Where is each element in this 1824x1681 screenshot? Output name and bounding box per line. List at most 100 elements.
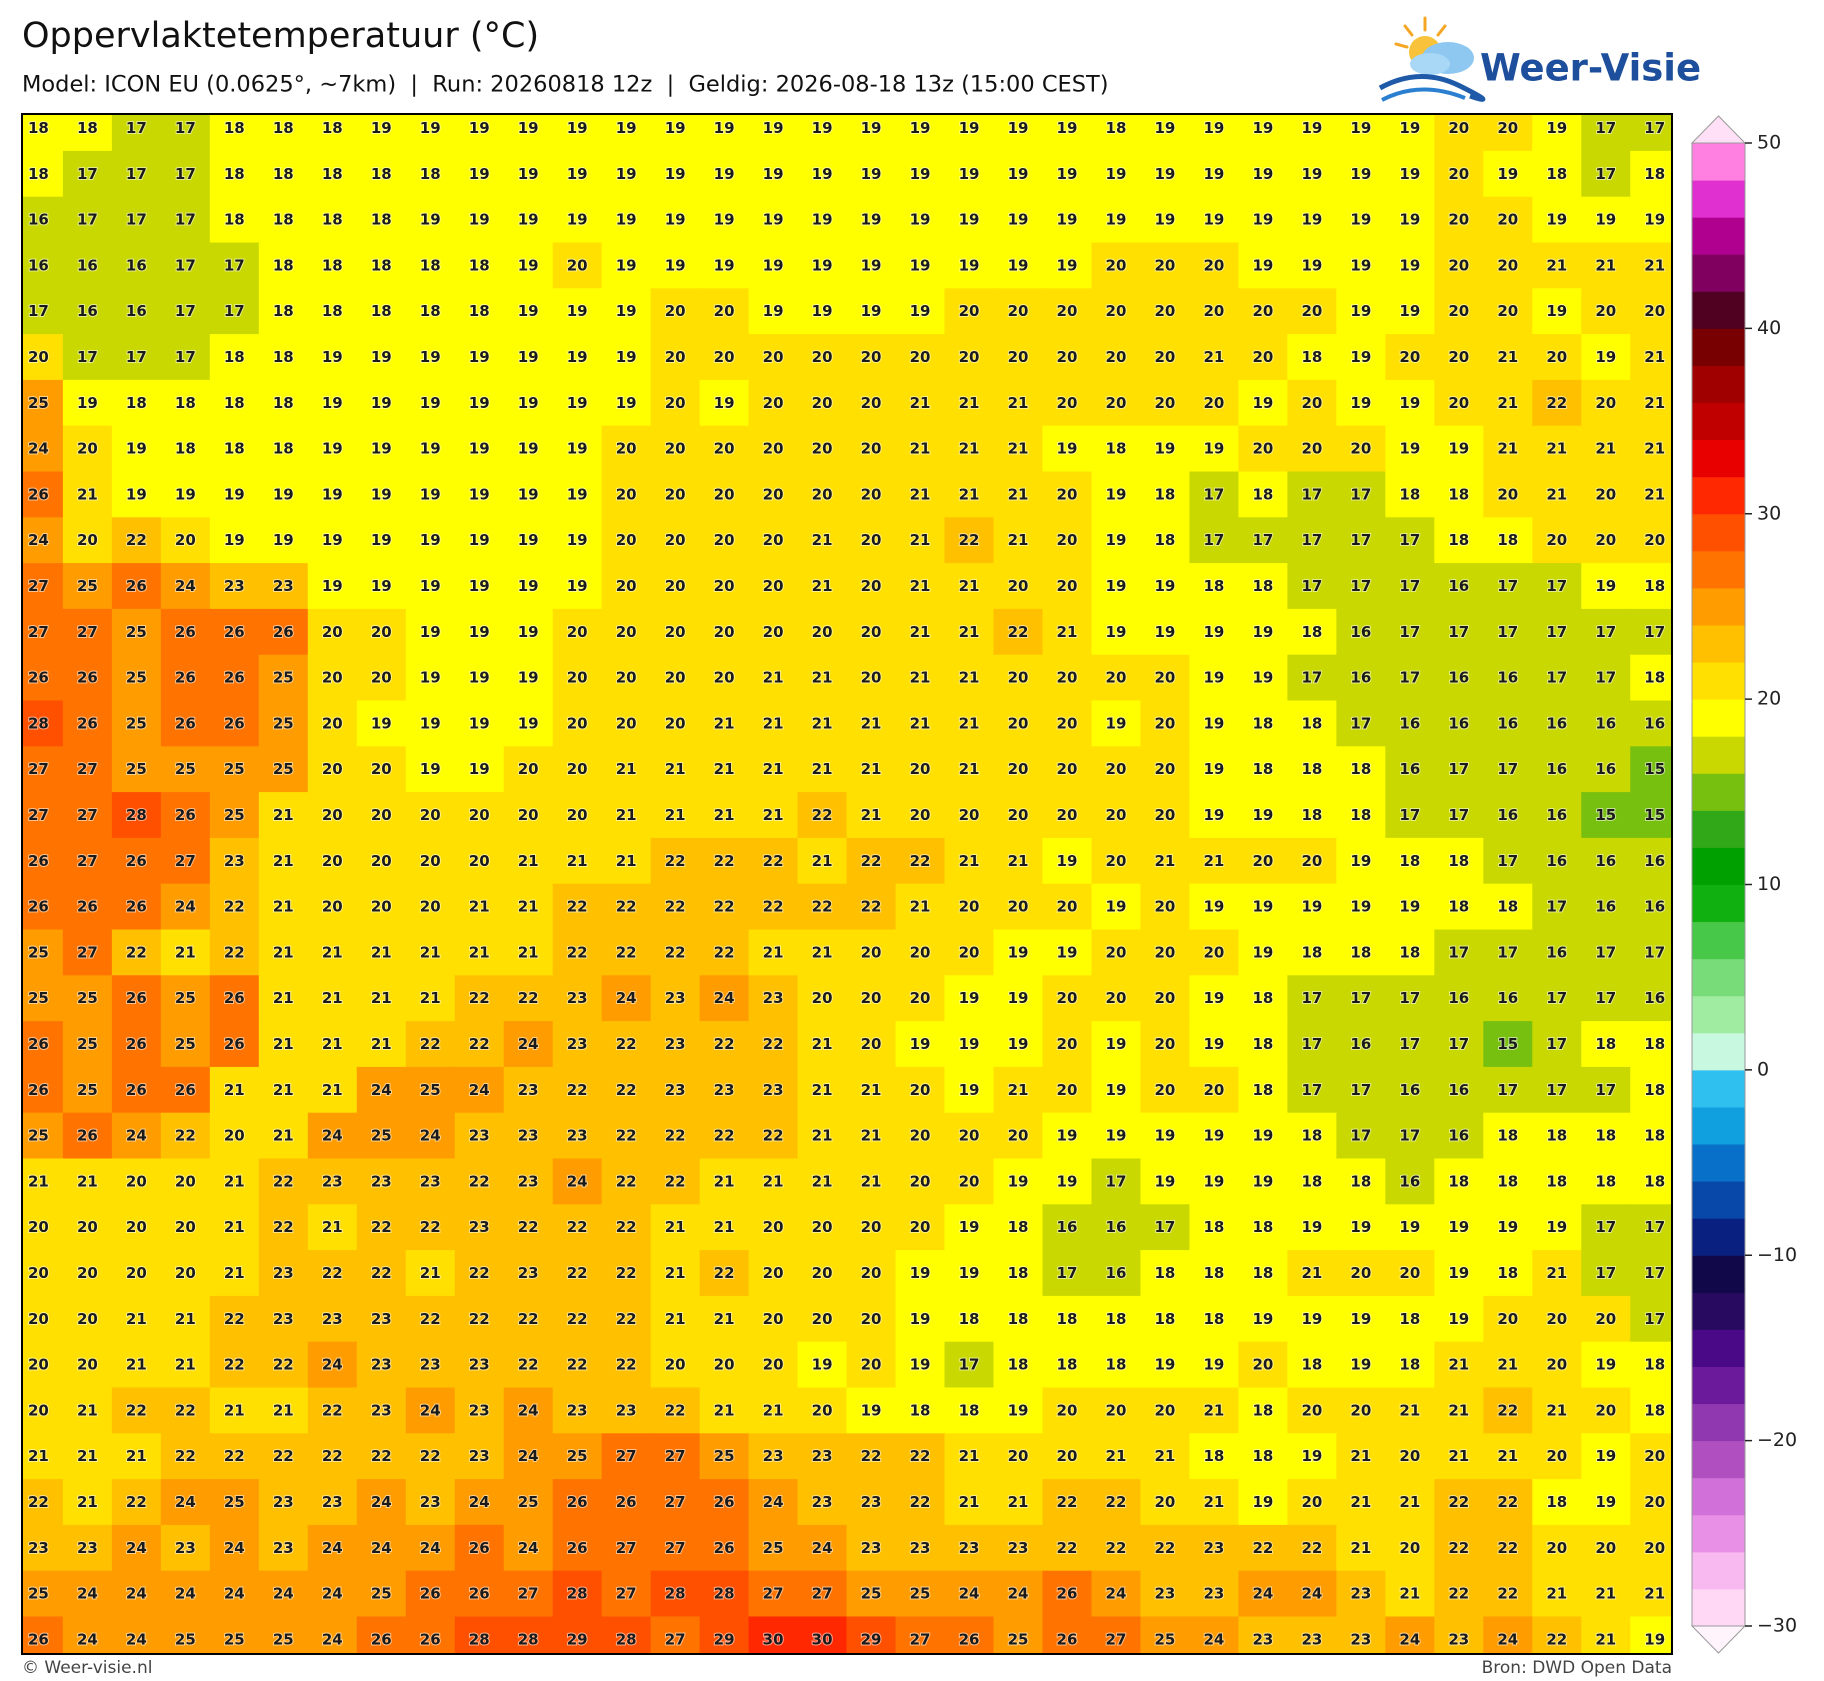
- temp-cell: [601, 1616, 652, 1654]
- temp-label: 20: [1546, 1539, 1567, 1557]
- temp-cell: [699, 379, 750, 427]
- temp-label: 20: [1497, 485, 1518, 503]
- temp-cell: [1532, 1204, 1582, 1251]
- colorbar-tick-label: 10: [1757, 873, 1781, 895]
- temp-label: 22: [273, 1356, 294, 1374]
- temp-label: 21: [959, 1447, 980, 1465]
- temp-label: 19: [1350, 852, 1371, 870]
- temp-label: 19: [959, 1218, 980, 1236]
- temp-label: 22: [1252, 1539, 1273, 1557]
- temp-label: 26: [616, 1493, 637, 1511]
- temp-label: 21: [1008, 394, 1029, 412]
- temp-label: 20: [812, 1310, 833, 1328]
- temp-cell: [209, 1616, 260, 1654]
- temp-cell: [1042, 288, 1093, 335]
- temp-cell: [1336, 975, 1386, 1022]
- temp-cell: [797, 1433, 848, 1480]
- temp-label: 24: [322, 1356, 343, 1374]
- temp-cell: [1434, 929, 1484, 976]
- temp-label: 24: [371, 1493, 392, 1511]
- temp-label: 21: [714, 760, 735, 778]
- temp-cell: [993, 700, 1044, 747]
- temp-label: 24: [1399, 1630, 1420, 1648]
- temp-label: 19: [322, 440, 343, 458]
- temp-cell: [1630, 1341, 1672, 1389]
- temp-cell: [895, 1616, 946, 1654]
- temp-label: 21: [1546, 485, 1567, 503]
- temp-label: 21: [910, 623, 931, 641]
- temp-cell: [62, 1616, 113, 1654]
- temp-label: 19: [1008, 119, 1029, 137]
- temp-label: 16: [1497, 669, 1518, 687]
- temp-cell: [1385, 114, 1435, 152]
- temp-cell: [1385, 1250, 1435, 1297]
- temp-label: 22: [420, 1447, 441, 1465]
- temp-label: 28: [616, 1630, 637, 1648]
- temp-cell: [1630, 114, 1672, 152]
- temp-cell: [1287, 1158, 1337, 1205]
- temp-label: 18: [1252, 1035, 1273, 1053]
- temp-cell: [22, 1524, 64, 1572]
- temp-cell: [650, 1066, 701, 1114]
- temp-cell: [1287, 1250, 1337, 1297]
- temp-cell: [944, 1433, 995, 1480]
- map-title: Oppervlaktetemperatuur (°C): [22, 16, 539, 56]
- temp-label: 20: [665, 714, 686, 732]
- temp-cell: [1140, 1570, 1191, 1618]
- temp-cell: [1434, 837, 1484, 885]
- temp-cell: [111, 196, 162, 244]
- temp-cell: [552, 1341, 603, 1389]
- temp-label: 25: [28, 943, 49, 961]
- temp-label: 27: [77, 852, 98, 870]
- temp-cell: [1336, 288, 1386, 335]
- temp-cell: [797, 1387, 848, 1434]
- temp-cell: [160, 975, 211, 1022]
- temp-label: 19: [763, 119, 784, 137]
- temp-label: 19: [910, 1310, 931, 1328]
- temp-label: 19: [175, 485, 196, 503]
- temp-cell: [1434, 150, 1484, 198]
- temp-cell: [62, 1387, 113, 1434]
- temp-cell: [895, 288, 946, 335]
- temp-cell: [111, 837, 162, 885]
- temp-label: 26: [77, 669, 98, 687]
- temp-label: 21: [1497, 1447, 1518, 1465]
- temp-label: 25: [175, 989, 196, 1007]
- temp-label: 20: [763, 440, 784, 458]
- temp-label: 18: [1644, 1401, 1665, 1419]
- temp-cell: [22, 288, 64, 335]
- temp-label: 20: [1301, 440, 1322, 458]
- temp-cell: [405, 1524, 456, 1572]
- temp-cell: [160, 334, 211, 381]
- temp-label: 18: [1106, 119, 1127, 137]
- temp-cell: [1238, 792, 1288, 839]
- temp-cell: [405, 975, 456, 1022]
- temp-label: 21: [273, 1401, 294, 1419]
- temp-cell: [944, 975, 995, 1022]
- temp-label: 20: [1008, 348, 1029, 366]
- temp-label: 20: [1155, 302, 1176, 320]
- temp-label: 18: [910, 1401, 931, 1419]
- colorbar-band: [1692, 328, 1745, 366]
- temp-label: 18: [469, 302, 490, 320]
- temp-cell: [1091, 242, 1142, 289]
- temp-cell: [111, 700, 162, 747]
- temp-label: 19: [1252, 1493, 1273, 1511]
- temp-label: 19: [1008, 211, 1029, 229]
- temp-cell: [1189, 288, 1240, 335]
- temp-label: 26: [126, 1081, 147, 1099]
- temp-label: 19: [420, 394, 441, 412]
- temp-cell: [1483, 1524, 1533, 1572]
- temp-cell: [1140, 471, 1191, 518]
- temp-cell: [650, 150, 701, 198]
- temp-label: 20: [322, 669, 343, 687]
- temp-cell: [1630, 929, 1672, 976]
- temp-label: 25: [77, 989, 98, 1007]
- temp-cell: [601, 425, 652, 473]
- temp-cell: [993, 1295, 1044, 1343]
- temp-cell: [22, 1295, 64, 1343]
- temp-label: 19: [420, 119, 441, 137]
- temp-cell: [1189, 608, 1240, 656]
- temp-label: 21: [1203, 1401, 1224, 1419]
- temp-label: 22: [1497, 1539, 1518, 1557]
